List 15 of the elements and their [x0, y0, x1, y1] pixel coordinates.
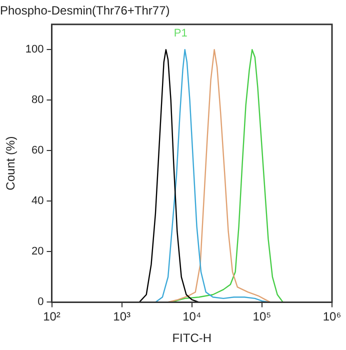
y-tick-label: 20: [32, 246, 44, 258]
y-tick-label: 100: [25, 44, 44, 56]
y-axis-title: Count (%): [4, 136, 18, 190]
y-tick-label: 40: [32, 195, 44, 208]
y-tick-label: 80: [32, 94, 44, 106]
annotation: P1: [174, 27, 188, 40]
chart-title: Phospho-Desmin(Thr76+Thr77): [0, 4, 170, 18]
x-tick-label: 10²: [43, 310, 60, 324]
x-axis-title: FITC-H: [172, 331, 212, 346]
x-tick-label: 10⁵: [252, 310, 272, 324]
y-tick-label: 60: [32, 144, 44, 157]
x-tick-label: 10⁴: [182, 310, 202, 324]
x-tick-label: 10³: [113, 310, 130, 324]
y-tick-label: 0: [38, 296, 44, 308]
x-tick-label: 10⁶: [322, 310, 342, 324]
